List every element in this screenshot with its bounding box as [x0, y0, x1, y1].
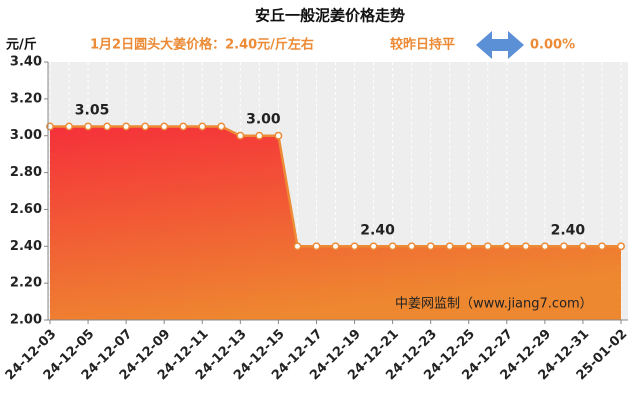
data-label: 3.00 [246, 112, 281, 128]
data-label: 3.05 [75, 103, 110, 119]
data-label: 2.40 [551, 222, 586, 238]
y-tick-label: 3.20 [10, 91, 42, 106]
point [122, 122, 131, 131]
change-value: 0.00% [530, 38, 575, 53]
point [369, 242, 378, 251]
y-tick-label: 3.00 [10, 128, 42, 143]
point [198, 122, 207, 131]
point [236, 131, 245, 140]
y-tick-label: 2.00 [10, 313, 42, 328]
y-tick-label: 3.40 [10, 55, 42, 70]
y-tick-label: 2.20 [10, 276, 42, 291]
y-tick-label: 2.80 [10, 165, 42, 180]
y-tick-label: 2.40 [10, 239, 42, 254]
point [160, 122, 169, 131]
point [483, 242, 492, 251]
point [350, 242, 359, 251]
chart-title: 安丘一般泥姜价格走势 [255, 7, 405, 25]
point [617, 242, 625, 251]
point [217, 122, 226, 131]
subtitle: 1月2日圆头大姜价格：2.40元/斤左右 [90, 37, 314, 53]
point [445, 242, 454, 251]
flat-arrow-icon [476, 31, 524, 59]
point [65, 122, 73, 131]
change-text: 较昨日持平 [390, 37, 455, 53]
data-label: 2.40 [360, 222, 395, 238]
point [179, 122, 188, 131]
y-tick-label: 2.60 [10, 202, 42, 217]
point [312, 242, 321, 251]
point [540, 242, 549, 251]
point [426, 242, 435, 251]
point [255, 131, 264, 140]
point [464, 242, 473, 251]
point [274, 131, 283, 140]
point [388, 242, 397, 251]
point [407, 242, 416, 251]
area [50, 126, 621, 320]
point [331, 242, 340, 251]
point [598, 242, 606, 251]
point [293, 242, 302, 251]
watermark: 中姜网监制（www.jiang7.com） [395, 297, 593, 312]
y-axis-label: 元/斤 [6, 37, 37, 53]
point [103, 122, 112, 131]
point [521, 242, 530, 251]
point [502, 242, 511, 251]
point [141, 122, 150, 131]
point [559, 242, 568, 251]
point [578, 242, 587, 251]
point [84, 122, 93, 131]
